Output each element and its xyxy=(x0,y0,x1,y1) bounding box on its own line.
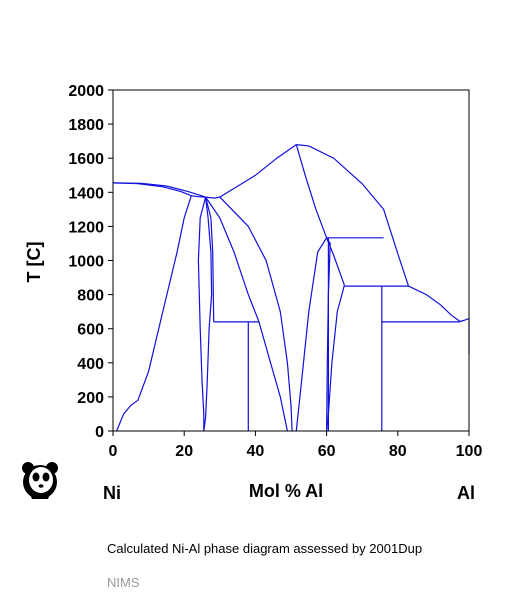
y-tick-label: 1600 xyxy=(68,151,104,168)
caption: Calculated Ni-Al phase diagram assessed … xyxy=(107,541,423,556)
y-tick-label: 2000 xyxy=(68,83,104,100)
phase-boundary-line xyxy=(326,285,345,432)
phase-boundary-line xyxy=(205,196,288,432)
phase-boundary-line xyxy=(459,317,470,323)
phase-boundary-line xyxy=(408,285,461,322)
plot-frame xyxy=(112,89,470,432)
panda-icon xyxy=(22,462,58,499)
right-end-label: Al xyxy=(457,483,475,503)
x-tick-label: 20 xyxy=(175,443,193,460)
phase-boundary-line xyxy=(112,182,206,198)
x-tick-label: 40 xyxy=(247,443,265,460)
phase-boundary-line xyxy=(219,144,297,198)
x-tick-label: 80 xyxy=(389,443,407,460)
y-tick-label: 1200 xyxy=(68,219,104,236)
phase-boundary-line xyxy=(116,195,192,432)
phase-boundary-lines xyxy=(112,144,470,432)
y-tick-label: 400 xyxy=(77,356,104,373)
x-tick-label: 60 xyxy=(318,443,336,460)
y-tick-label: 0 xyxy=(95,424,104,441)
x-tick-label: 100 xyxy=(456,443,483,460)
source-label: NIMS xyxy=(107,575,140,590)
phase-boundary-line xyxy=(296,144,410,287)
phase-boundary-line xyxy=(295,237,328,432)
x-tick-label: 0 xyxy=(109,443,118,460)
y-tick-label: 1000 xyxy=(68,254,104,271)
y-tick-label: 1800 xyxy=(68,117,104,134)
phase-boundary-line xyxy=(205,196,215,322)
phase-boundary-line xyxy=(191,195,206,198)
y-tick-label: 800 xyxy=(77,288,104,305)
phase-boundary-line xyxy=(219,196,293,432)
phase-boundary-line xyxy=(112,182,192,197)
phase-boundary-line xyxy=(295,144,328,239)
y-axis-title: T [C] xyxy=(24,242,44,283)
x-axis-title: Mol % Al xyxy=(249,481,323,501)
phase-boundary-line xyxy=(197,196,207,431)
phase-boundary-line xyxy=(205,196,220,199)
y-tick-label: 600 xyxy=(77,322,104,339)
left-end-label: Ni xyxy=(103,483,121,503)
y-tick-label: 1400 xyxy=(68,185,104,202)
phase-boundary-line xyxy=(203,197,213,432)
y-tick-label: 200 xyxy=(77,390,104,407)
